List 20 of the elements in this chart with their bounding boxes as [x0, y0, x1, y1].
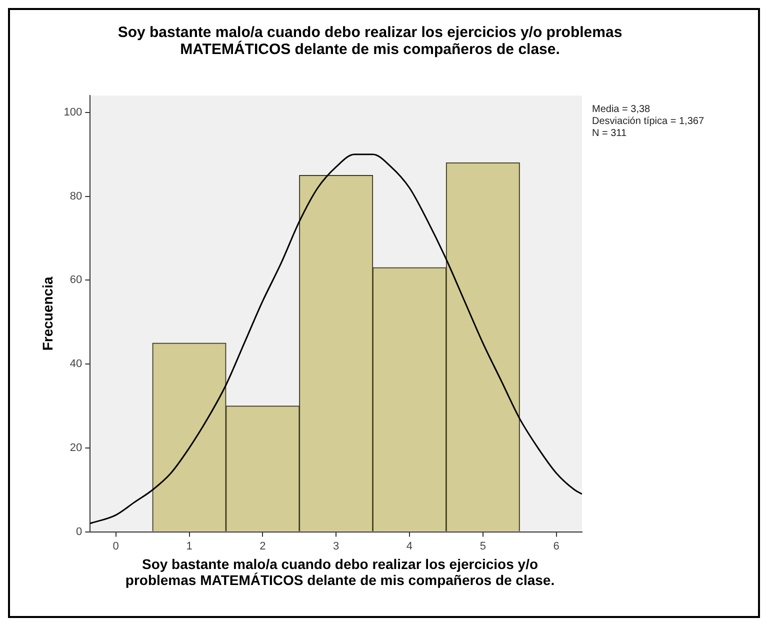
y-axis-title: Frecuencia [39, 276, 56, 351]
x-tick-label: 1 [186, 540, 192, 552]
x-tick-label: 6 [553, 540, 560, 552]
y-tick-label: 60 [70, 274, 82, 286]
line-series [90, 154, 582, 524]
x-tick-label: 3 [333, 540, 340, 552]
x-axis-title: Soy bastante malo/a cuando debo realizar los ejercicios y/o problemas MATEMÁTICOS delante de mis compañeros de clase. [124, 556, 556, 588]
y-tick-label: 20 [70, 442, 82, 454]
y-tick-label: 0 [76, 526, 82, 538]
y-tick-label: 40 [70, 358, 82, 370]
x-tick-label: 2 [260, 540, 266, 552]
text: Desviación típica = 1,367 [592, 116, 704, 128]
y-tick-label: 100 [64, 106, 82, 118]
x-tick-label: 0 [112, 540, 119, 552]
chart-title: Soy bastante malo/a cuando debo realizar los ejercicios y/o problemas MATEMÁTICOS delante de mis compañeros de clase. [116, 24, 624, 58]
y-tick-label: 80 [70, 190, 82, 202]
text: N = 311 [592, 128, 628, 140]
text: Media = 3,38 [592, 104, 652, 116]
x-tick-label: 5 [480, 540, 486, 552]
x-tick-label: 4 [406, 540, 413, 552]
